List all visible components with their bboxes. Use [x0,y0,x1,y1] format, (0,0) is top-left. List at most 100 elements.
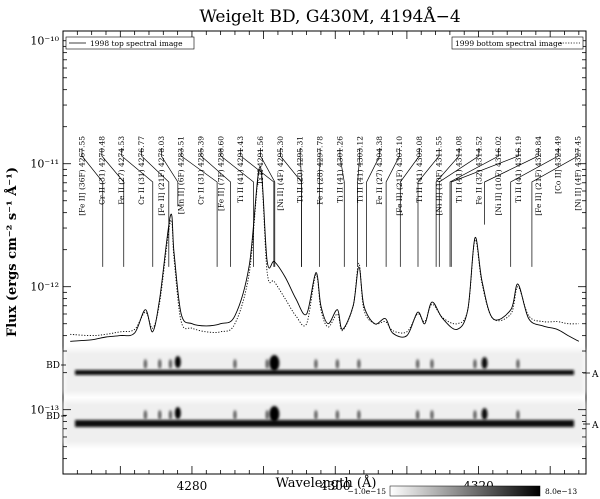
line-id-leader [449,148,499,267]
line-id-label: [Ni II] (4F) 4327.45 [574,136,583,211]
line-id: [Ni II] (4F) 4327.45 [531,136,583,267]
line-id-label: Fe II (32) 4314.52 [474,136,483,205]
x-tick-label: 4300 [320,479,351,493]
strip-emission-spot [174,407,181,419]
line-id-leader [200,148,231,267]
line-id-label: [Fe II] (7F) 4288.60 [216,136,225,211]
line-id: [Ni II] (10F) 4311.55 [417,136,444,267]
strip-emission-spot [158,410,162,420]
line-id: [Mn II] (6F) 4283.51 [177,136,218,267]
line-id-leader [385,148,400,267]
line-id: Ti II 4291.56 [256,136,276,267]
line-id-label: [Fe II] (21F) 4278.03 [157,136,166,216]
line-id-label: Ti II 4291.56 [256,136,265,185]
line-id-label: [Mn II] (6F) 4283.51 [177,136,186,214]
colorbar-gradient [389,485,541,497]
line-id: [Fe II] (21F) 4278.03 [157,136,179,216]
strip-emission-spot [416,410,420,420]
spectrum-series [70,166,580,342]
series-line-2 [70,168,579,337]
line-id-leader [81,148,104,267]
line-id: Fe II (27) 4304.38 [366,136,384,267]
colorbar: −1.0e−15 8.0e−13 [348,485,577,497]
line-id: [Fe II] (21F) 4320.84 [484,136,543,225]
strip-continuum [75,370,574,375]
strip-continuum [75,420,574,427]
line-id-label: [Ni II] (4F) 4295.30 [276,136,285,211]
line-id-leader [417,148,440,267]
line-id: Ti II (41) 4309.08 [399,136,424,267]
strip-emission-spot [143,359,147,369]
line-id-leader [180,148,218,267]
strip-emission-spot [357,359,361,369]
line-id-leader [435,148,460,267]
strip-emission-spot [481,357,488,369]
strip-emission-spot [430,359,434,369]
strip-emission-spot [314,410,318,420]
strip-right-label: A [591,421,599,431]
plot-frame [62,30,587,475]
y-tick-label: 10⁻¹⁰ [30,35,59,48]
strip-emission-spot [269,406,280,422]
line-id-label: Ti II (41) 4301.26 [335,136,344,203]
line-id-label: [Fe II] (21F) 4307.10 [395,136,404,216]
line-id-label: [Co II] 4324.49 [554,136,563,194]
strip-emission-spot [416,359,420,369]
y-tick-label: 10⁻¹³ [30,404,59,417]
line-id: Fe II (27) 4274.53 [117,136,154,267]
strip-left-label: BD [46,361,60,371]
line-id-leader [161,148,179,207]
x-tick-label: 4280 [177,479,208,493]
strip-emission-spot [168,410,173,420]
strip-emission-spot [473,410,477,420]
line-id-leader [339,148,345,267]
line-id-label: Cr II (31) 4276.77 [137,136,146,205]
line-id: Ti II (20) 4295.31 [296,136,305,267]
line-id-label: Cr II (31) 4270.48 [97,136,106,205]
legend-label-1999: 1999 bottom spectral image [455,39,563,48]
line-id-label: Cr II (31) 4285.39 [197,136,206,205]
strip-emission-spot [233,359,237,369]
strip-emission-spot [269,355,280,371]
line-id-label: Ti II (41) 4291.43 [236,136,245,203]
strip-right-label: A [591,370,599,380]
line-id-leader [299,148,302,267]
line-id-label: Ti II (41) 4316.19 [514,136,523,203]
strip-emission-spot [481,408,488,420]
line-id-label: [Fe II] (21F) 4320.84 [534,136,543,216]
line-id-label: Fe II (27) 4304.38 [375,136,384,205]
line-id-leader [484,148,539,225]
line-id-leader [318,148,321,267]
strip-left-label: BD [46,412,60,422]
strip-emission-spot [265,359,269,369]
line-id-leader [121,148,154,267]
image-strips: BD A BD A [46,350,599,445]
y-axis: 10⁻¹⁰ 10⁻¹¹ 10⁻¹² 10⁻¹³ [30,35,586,475]
line-id: Cr II (31) 4285.39 [197,136,231,267]
line-id: Ti II (41) 4301.26 [335,136,345,267]
strip-emission-spot [516,410,520,420]
line-id-label: Ti II (41) 4309.08 [415,136,424,203]
colorbar-max-label: 8.0e−13 [545,487,577,496]
line-id-label: [Fe II] (36F) 4267.55 [78,136,87,216]
x-axis-label: Wavelength (Å) [276,475,377,491]
line-id-label: [Ni II] (10F) 4311.55 [435,136,444,216]
strip-emission-spot [314,359,318,369]
y-tick-label: 10⁻¹¹ [30,158,59,171]
line-id: [Co II] 4324.49 [510,136,563,267]
strip-emission-spot [516,359,520,369]
line-id-label: Fe II (27) 4274.53 [117,136,126,205]
series-line-1 [70,166,580,342]
line-id-leader [366,148,380,267]
line-id-leader [510,148,559,267]
legend-label-1998: 1998 top spectral image [90,39,183,48]
line-id: [Fe II] (36F) 4267.55 [78,136,104,267]
chart-title: Weigelt BD, G430M, 4194Å−4 [199,6,460,27]
line-id-leader [399,148,420,267]
line-id: Cr II (31) 4270.48 [97,136,125,267]
line-id: [Fe II] (21F) 4307.10 [385,136,404,267]
line-id: [Ni II] (10F) 4316.02 [449,136,503,267]
line-id-label: Fe II (28) 4297.78 [316,136,325,205]
legend-top-left: 1998 top spectral image [65,36,195,50]
strip-emission-spot [158,359,162,369]
